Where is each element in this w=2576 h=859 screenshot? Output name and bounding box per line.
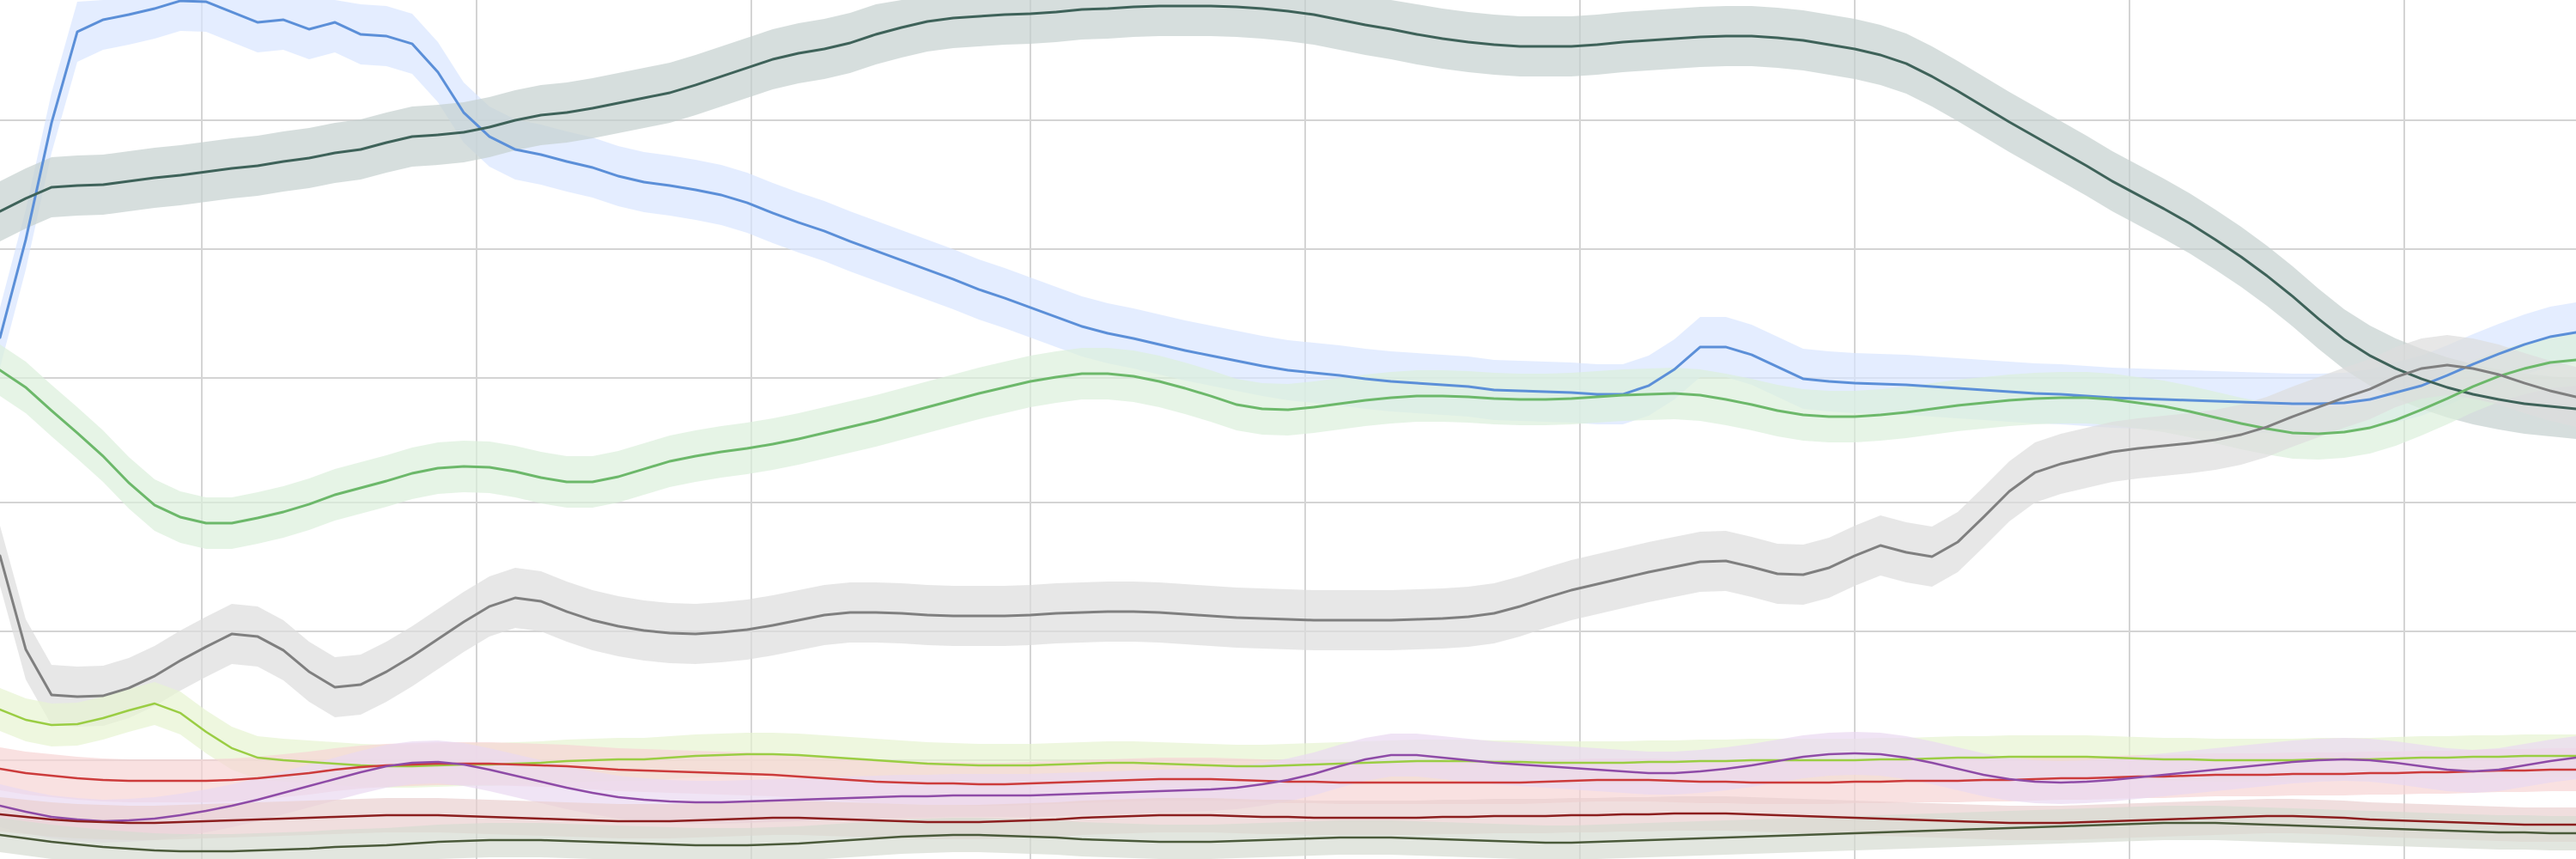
series-line-gray [0, 363, 2576, 698]
series-line-purple [0, 752, 2576, 823]
series-line-dark-teal [0, 4, 2576, 411]
series-band-dark-olive [0, 806, 2576, 859]
series-line-maroon [0, 812, 2576, 826]
series-line-green [0, 358, 2576, 525]
series-band-dark-teal [0, 0, 2576, 439]
series-line-dark-olive [0, 821, 2576, 853]
series-line-yellow-green [0, 702, 2576, 768]
series-band-gray [0, 335, 2576, 727]
series-line-blue [0, 0, 2576, 405]
